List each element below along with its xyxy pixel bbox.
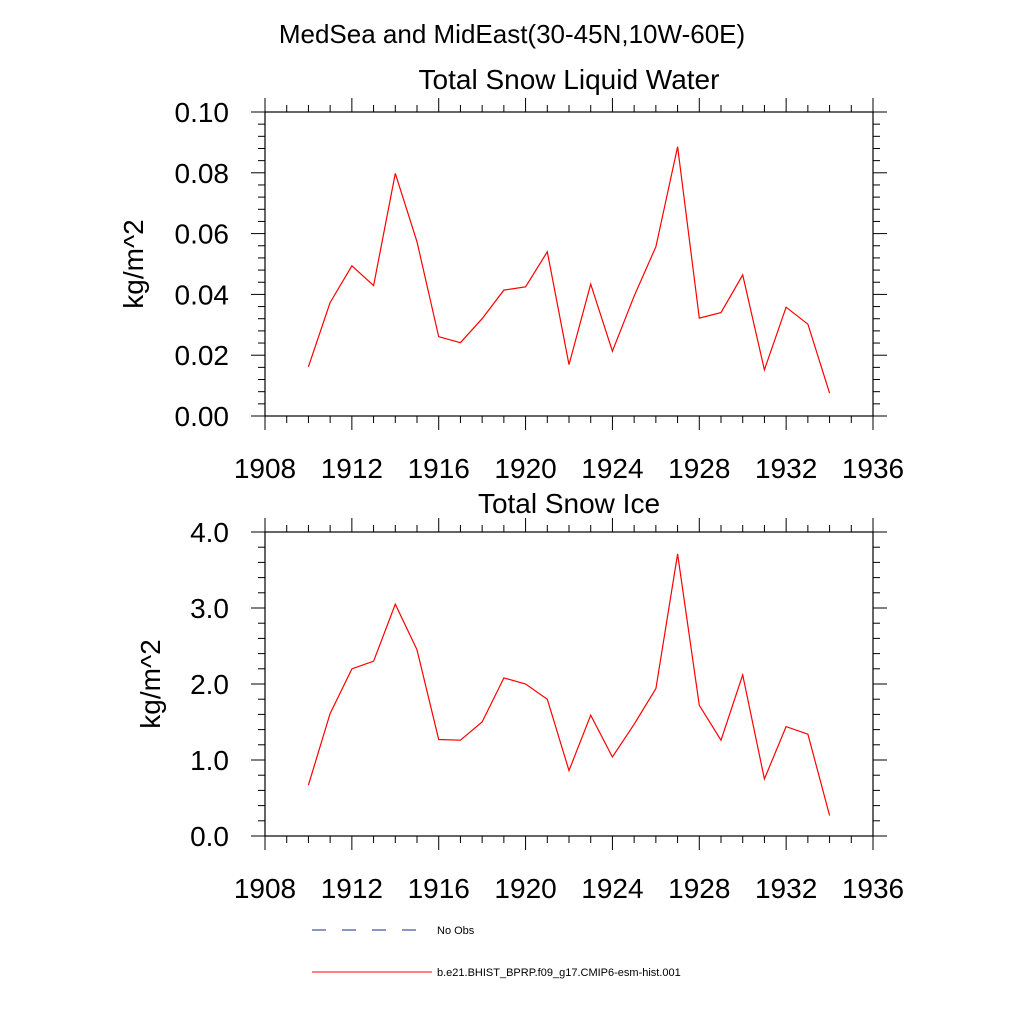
x-tick-label: 1932 xyxy=(755,873,817,904)
x-tick-label: 1912 xyxy=(321,453,383,484)
y-tick-label: 4.0 xyxy=(190,517,229,548)
x-tick-label: 1928 xyxy=(668,453,730,484)
legend: No Obs b.e21.BHIST_BPRP.f09_g17.CMIP6-es… xyxy=(312,925,681,979)
panel-1-ylabel: kg/m^2 xyxy=(118,219,149,308)
y-tick-label: 0.00 xyxy=(175,401,230,432)
figure-suptitle: MedSea and MidEast(30-45N,10W-60E) xyxy=(279,19,745,49)
y-tick-label: 0.04 xyxy=(175,279,230,310)
snow-liquid-water-line xyxy=(307,146,831,394)
snow-ice-line xyxy=(307,553,831,816)
x-tick-label: 1924 xyxy=(581,453,643,484)
x-tick-label: 1924 xyxy=(581,873,643,904)
panel-snow-liquid-water: Total Snow Liquid Water kg/m^2 1908 1912 1… xyxy=(118,64,904,484)
x-tick-label: 1916 xyxy=(408,453,470,484)
panel-2-ylabel: kg/m^2 xyxy=(135,639,166,728)
panel-snow-ice: Total Snow Ice kg/m^2 1908 1912 1916 1920 19… xyxy=(135,488,904,904)
y-tick-label: 0.10 xyxy=(175,97,230,128)
y-tick-label: 0.02 xyxy=(175,340,230,371)
panel-1-title: Total Snow Liquid Water xyxy=(419,64,720,95)
x-tick-label: 1908 xyxy=(234,453,296,484)
legend-model-label: b.e21.BHIST_BPRP.f09_g17.CMIP6-esm-hist.… xyxy=(437,967,681,979)
x-tick-label: 1920 xyxy=(494,873,556,904)
y-tick-label: 1.0 xyxy=(190,745,229,776)
x-tick-label: 1932 xyxy=(755,453,817,484)
x-tick-label: 1936 xyxy=(842,453,904,484)
legend-no-obs-label: No Obs xyxy=(437,925,475,937)
panel-2-frame xyxy=(264,531,874,837)
x-tick-label: 1928 xyxy=(668,873,730,904)
panel-2-title: Total Snow Ice xyxy=(478,488,660,519)
y-tick-label: 0.06 xyxy=(175,219,230,250)
x-tick-label: 1916 xyxy=(408,873,470,904)
y-tick-label: 0.0 xyxy=(190,821,229,852)
y-tick-label: 3.0 xyxy=(190,593,229,624)
panel-1-frame xyxy=(264,111,874,417)
panel-2-axes: 1908 1912 1916 1920 1924 1928 1932 1936 0.0 1.0 2.… xyxy=(190,517,904,904)
y-tick-label: 2.0 xyxy=(190,669,229,700)
panel-1-axes: 1908 1912 1916 1920 1924 1928 1932 1936 0.00 0.02… xyxy=(175,97,905,484)
x-tick-label: 1936 xyxy=(842,873,904,904)
x-tick-label: 1908 xyxy=(234,873,296,904)
x-tick-label: 1912 xyxy=(321,873,383,904)
y-tick-label: 0.08 xyxy=(175,158,230,189)
x-tick-label: 1920 xyxy=(494,453,556,484)
